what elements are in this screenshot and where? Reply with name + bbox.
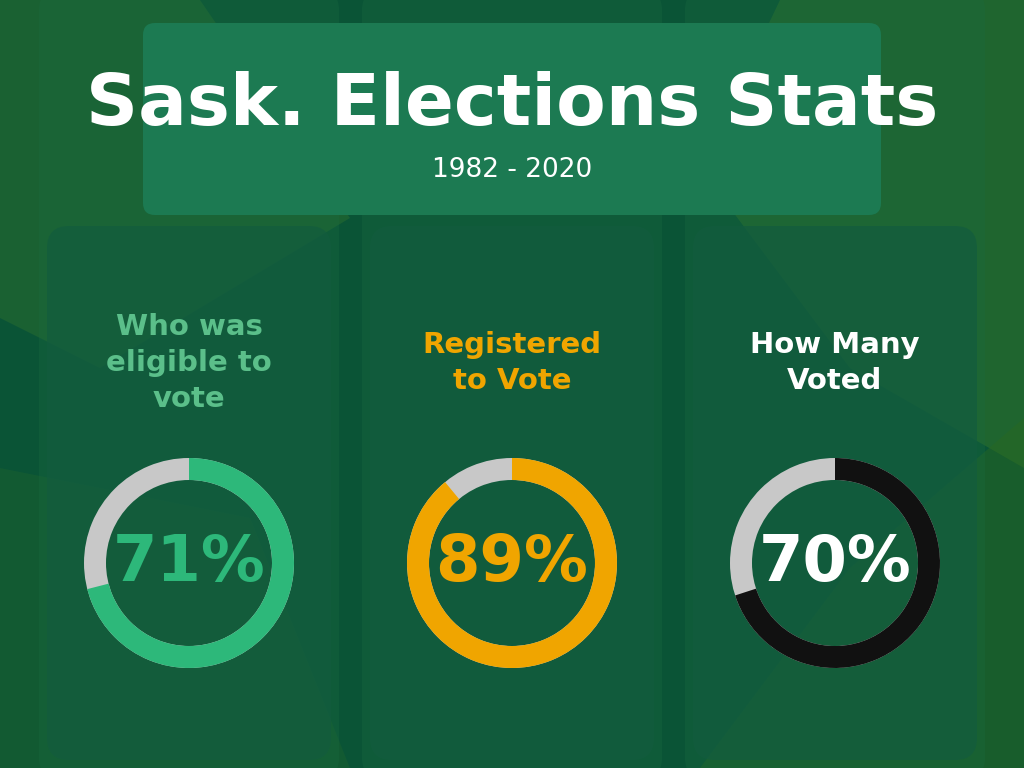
FancyBboxPatch shape [39, 0, 339, 768]
Wedge shape [735, 458, 940, 668]
Polygon shape [700, 418, 1024, 768]
Polygon shape [700, 0, 1024, 468]
Polygon shape [0, 0, 350, 368]
Text: Who was
eligible to
vote: Who was eligible to vote [106, 313, 272, 412]
FancyBboxPatch shape [143, 23, 881, 215]
FancyBboxPatch shape [362, 0, 662, 768]
Wedge shape [407, 458, 617, 668]
Text: 1982 - 2020: 1982 - 2020 [432, 157, 592, 183]
Wedge shape [730, 458, 940, 668]
FancyBboxPatch shape [47, 226, 331, 760]
Text: 89%: 89% [435, 532, 589, 594]
Text: 70%: 70% [759, 532, 911, 594]
Wedge shape [87, 458, 294, 668]
Wedge shape [84, 458, 294, 668]
FancyBboxPatch shape [685, 0, 985, 768]
Text: Registered
to Vote: Registered to Vote [423, 331, 601, 395]
Wedge shape [407, 458, 617, 668]
FancyBboxPatch shape [370, 226, 654, 760]
FancyBboxPatch shape [693, 226, 977, 760]
Text: 71%: 71% [113, 532, 265, 594]
Text: How Many
Voted: How Many Voted [751, 331, 920, 395]
Text: Sask. Elections Stats: Sask. Elections Stats [86, 71, 938, 140]
Polygon shape [0, 468, 350, 768]
